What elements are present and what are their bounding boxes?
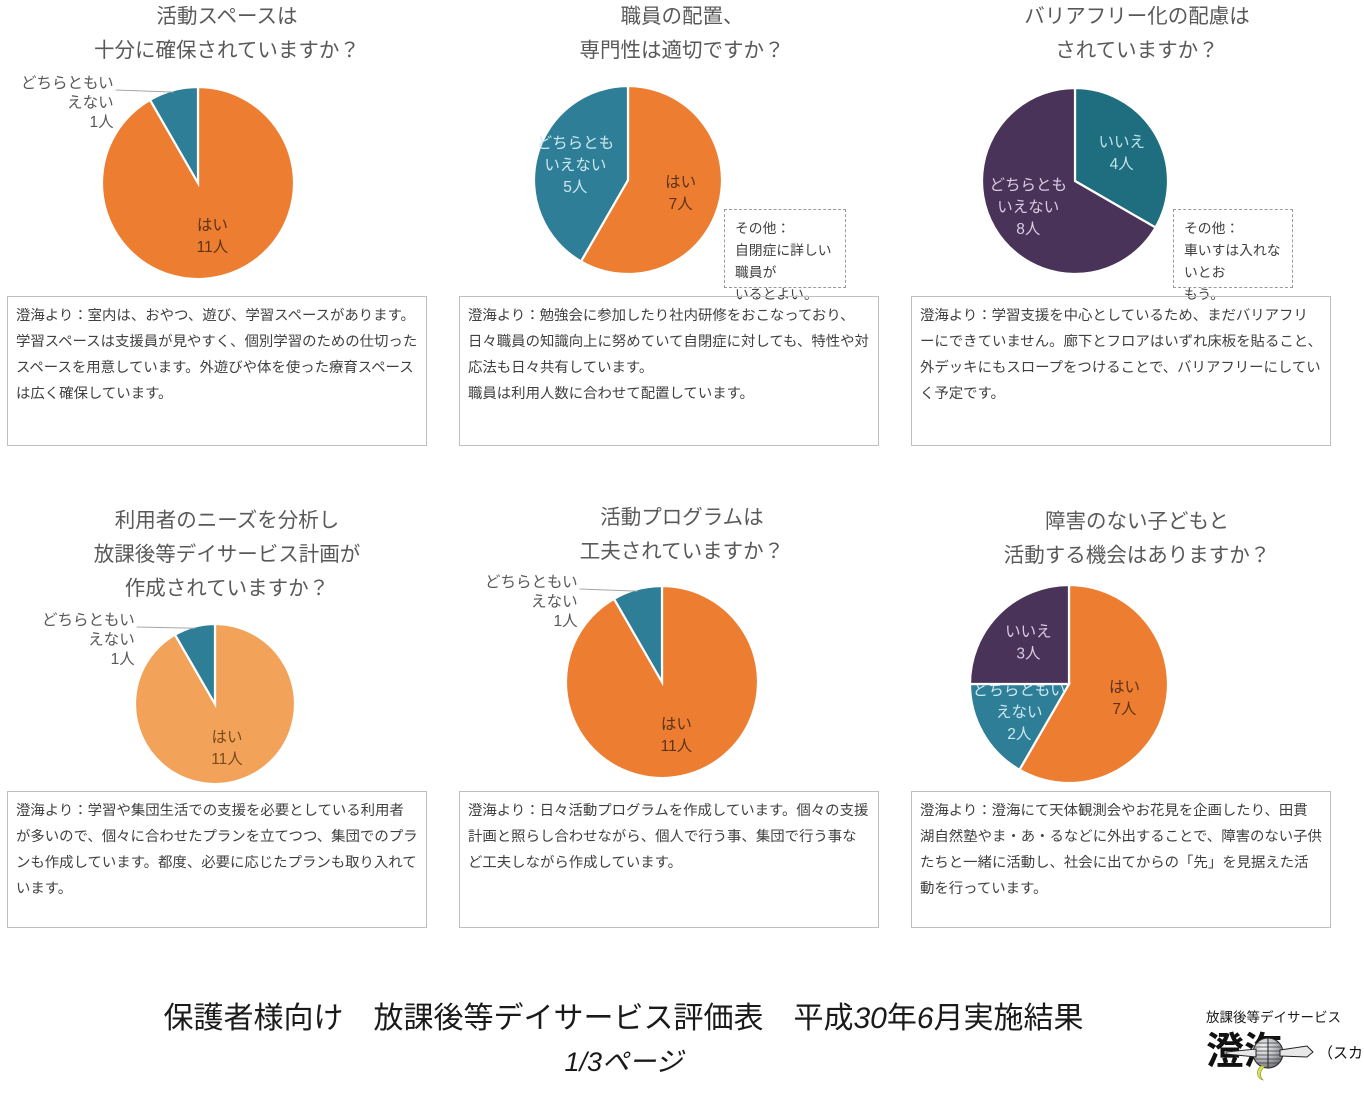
- svg-text:はい: はい: [665, 174, 696, 191]
- svg-text:いえない: いえない: [544, 156, 606, 174]
- svg-text:いいえ: いいえ: [1005, 623, 1052, 640]
- svg-text:えない: えない: [67, 94, 114, 112]
- svg-text:どちらともい: どちらともい: [42, 611, 135, 629]
- svg-text:1人: 1人: [90, 114, 115, 131]
- svg-text:7人: 7人: [669, 196, 694, 213]
- svg-text:2人: 2人: [1007, 726, 1032, 743]
- svg-text:3人: 3人: [1016, 645, 1041, 662]
- svg-text:どちらとも: どちらとも: [537, 134, 615, 152]
- svg-text:はい: はい: [661, 716, 692, 733]
- svg-text:1人: 1人: [554, 613, 579, 630]
- svg-text:はい: はい: [1109, 679, 1140, 696]
- svg-text:7人: 7人: [1112, 701, 1137, 718]
- svg-text:11人: 11人: [211, 751, 243, 768]
- svg-text:えない: えない: [531, 593, 578, 611]
- svg-text:5人: 5人: [563, 179, 588, 196]
- svg-text:どちらとも: どちらとも: [990, 176, 1068, 194]
- svg-text:はい: はい: [197, 217, 228, 234]
- svg-text:1人: 1人: [111, 651, 136, 668]
- svg-text:11人: 11人: [197, 239, 229, 256]
- svg-text:4人: 4人: [1110, 156, 1135, 173]
- svg-text:（スカイ）: （スカイ）: [1318, 1045, 1364, 1062]
- svg-text:えない: えない: [88, 631, 135, 649]
- svg-text:えない: えない: [996, 703, 1043, 721]
- svg-text:どちらともい: どちらともい: [485, 573, 578, 591]
- svg-text:はい: はい: [212, 729, 243, 746]
- svg-text:11人: 11人: [661, 738, 693, 755]
- svg-text:どちらともい: どちらともい: [21, 74, 114, 92]
- svg-text:いいえ: いいえ: [1098, 134, 1145, 151]
- svg-text:8人: 8人: [1016, 221, 1041, 238]
- svg-text:いえない: いえない: [997, 198, 1059, 216]
